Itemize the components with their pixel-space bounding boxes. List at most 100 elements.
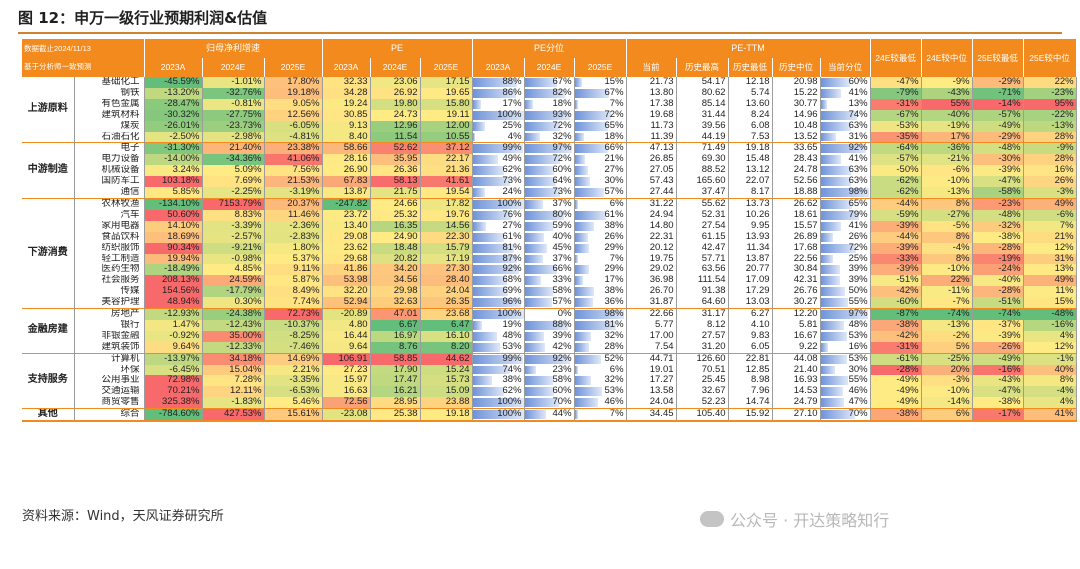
value-cell: 8% (1023, 375, 1077, 387)
value-cell: 49% (1023, 275, 1077, 287)
value-cell: -79% (870, 87, 922, 99)
percentile-value: 62% (502, 386, 522, 397)
value-cell: 15.92 (728, 408, 773, 423)
value-cell: -10% (921, 176, 973, 188)
value-cell: 31.17 (676, 308, 729, 320)
percentile-bar (472, 121, 486, 131)
percentile-value: 87% (502, 253, 522, 264)
header-25e-vs-median: 25E较中位 (1023, 39, 1077, 77)
value-cell: 15.73 (420, 375, 473, 387)
header-pettm-col: 历史中位 (772, 58, 821, 77)
header-year: 2023A (472, 58, 525, 77)
value-cell: -40% (921, 109, 973, 121)
value-cell: 24.04 (420, 286, 473, 298)
percentile-bar (574, 287, 594, 297)
value-cell: 58.66 (322, 142, 371, 155)
value-cell: 17.38 (626, 98, 677, 110)
value-cell: 18.61 (772, 209, 821, 221)
percentile-bar (820, 121, 852, 131)
industry-name: 综合 (74, 408, 145, 423)
value-cell: 15.24 (420, 364, 473, 376)
value-cell: 9.64% (144, 341, 203, 354)
percentile-value: 29% (604, 242, 624, 253)
value-cell: 24.04 (626, 397, 677, 409)
percentile-bar (524, 121, 560, 131)
percentile-bar-cell: 47% (820, 397, 871, 409)
percentile-value: 60% (552, 165, 572, 176)
percentile-value: 4% (507, 131, 522, 142)
value-cell: 9.11% (264, 264, 323, 276)
value-cell: 10.55 (420, 131, 473, 143)
value-cell: 7.53 (728, 131, 773, 143)
value-cell: 57.43 (626, 176, 677, 188)
value-cell: -59% (870, 209, 922, 221)
percentile-bar (820, 398, 844, 408)
percentile-bar-cell: 49% (472, 154, 525, 166)
value-cell: 26.36 (370, 165, 421, 177)
value-cell: 24.66 (370, 197, 421, 210)
value-cell: 9.64 (322, 341, 371, 354)
date-note: 数据截止2024/11/13 (22, 39, 145, 58)
percentile-value: 52% (604, 353, 624, 364)
percentile-bar-cell: 32% (574, 330, 627, 342)
percentile-value: 30% (604, 176, 624, 187)
industry-name: 电子 (74, 142, 145, 155)
value-cell: -23.73% (202, 120, 265, 132)
value-cell: -28.47% (144, 98, 203, 110)
value-cell: 12.20 (772, 308, 821, 320)
percentile-bar (820, 232, 834, 242)
value-cell: -134.10% (144, 197, 203, 210)
percentile-bar-cell: 82% (524, 87, 575, 99)
value-cell: 53.98 (322, 275, 371, 287)
value-cell: 52.62 (370, 142, 421, 155)
value-cell: -10% (921, 264, 973, 276)
value-cell: 21.53% (264, 176, 323, 188)
value-cell: 16.21 (370, 386, 421, 398)
percentile-bar (574, 265, 590, 275)
percentile-value: 92% (848, 142, 868, 154)
value-cell: 5.87% (264, 275, 323, 287)
percentile-bar (820, 132, 836, 142)
value-cell: -53% (870, 120, 922, 132)
value-cell: 22.07 (728, 176, 773, 188)
value-cell: -16% (1023, 319, 1077, 331)
percentile-bar-cell: 39% (820, 264, 871, 276)
percentile-value: 32% (604, 375, 624, 386)
percentile-value: 97% (552, 142, 572, 154)
percentile-value: 93% (552, 109, 572, 120)
header-group-pe: PE (322, 39, 473, 58)
value-cell: -2.57% (202, 231, 265, 243)
value-cell: 12.85 (728, 364, 773, 376)
value-cell: 325.38% (144, 397, 203, 409)
percentile-bar (820, 188, 869, 197)
percentile-value: 57% (604, 187, 624, 198)
value-cell: 25.32 (370, 209, 421, 221)
value-cell: -48% (972, 142, 1024, 155)
value-cell: 7.96 (728, 386, 773, 398)
value-cell: 9.83 (728, 330, 773, 342)
value-cell: -9% (1023, 142, 1077, 155)
value-cell: 31.22 (626, 197, 677, 210)
percentile-value: 97% (848, 308, 868, 320)
percentile-value: 63% (848, 165, 868, 176)
percentile-bar (574, 88, 609, 98)
value-cell: -4.81% (264, 131, 323, 143)
value-cell: -18.49% (144, 264, 203, 276)
industry-name: 家用电器 (74, 220, 145, 232)
value-cell: 21.40 (772, 364, 821, 376)
value-cell: 13.73 (728, 197, 773, 210)
value-cell: 18.69% (144, 231, 203, 243)
value-cell: 7153.79% (202, 197, 265, 210)
value-cell: 13% (1023, 264, 1077, 276)
percentile-bar (524, 232, 545, 242)
value-cell: 16.35 (370, 220, 421, 232)
percentile-bar (574, 331, 591, 341)
table-row: 纺织服饰 90.34% -9.21% 1.80% 23.62 18.48 15.79 81% 4… (22, 242, 1077, 254)
percentile-value: 19% (502, 319, 522, 330)
value-cell: 15.97 (322, 375, 371, 387)
industry-name: 建筑装饰 (74, 341, 145, 354)
value-cell: 15% (1023, 297, 1077, 309)
percentile-bar (524, 254, 543, 264)
value-cell: -31% (870, 341, 922, 354)
percentile-value: 92% (552, 353, 572, 364)
